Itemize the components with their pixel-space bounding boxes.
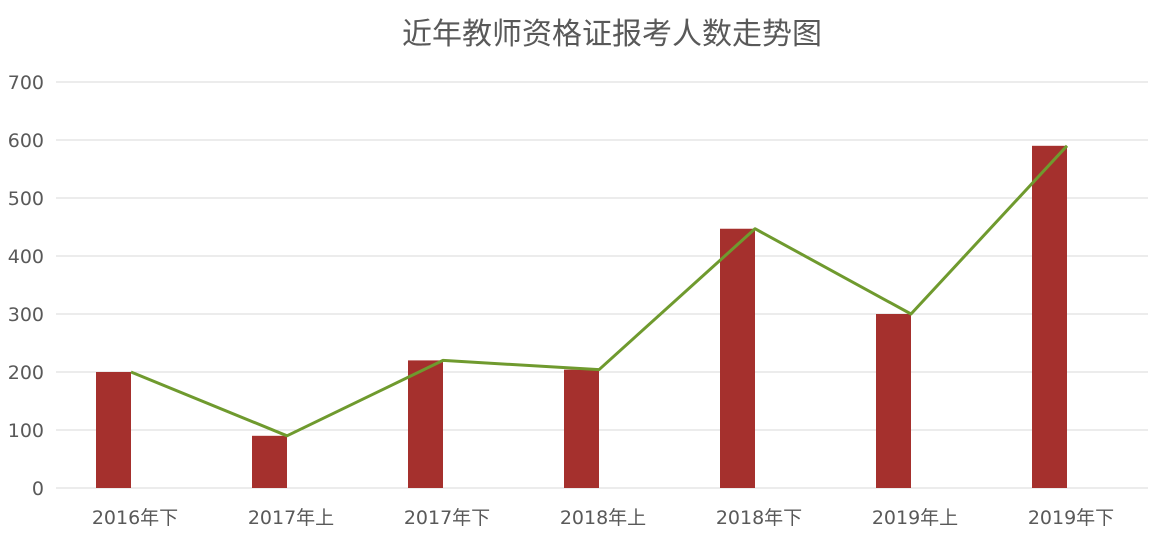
- y-tick-label: 500: [8, 188, 44, 210]
- bar: [1032, 145, 1067, 489]
- x-tick-label: 2019年下: [1028, 507, 1114, 529]
- y-axis-ticks: 0 100 200 300 400 500 600 700: [8, 72, 44, 500]
- chart-title: 近年教师资格证报考人数走势图: [402, 17, 822, 52]
- line-series: [130, 144, 1069, 438]
- bar: [876, 314, 911, 488]
- x-tick-label: 2018年下: [716, 507, 802, 529]
- bar: [720, 228, 755, 489]
- bar: [252, 435, 287, 488]
- y-tick-label: 600: [8, 130, 44, 152]
- y-tick-label: 300: [8, 304, 44, 326]
- bar: [96, 372, 131, 488]
- x-tick-label: 2018年上: [560, 507, 646, 529]
- x-tick-label: 2017年上: [248, 507, 334, 529]
- y-tick-label: 100: [8, 420, 44, 442]
- x-axis-ticks: 2016年下 2017年上 2017年下 2018年上 2018年下 2019年上 2019…: [92, 507, 1114, 529]
- x-tick-label: 2016年下: [92, 507, 178, 529]
- bar-series: [96, 145, 1067, 489]
- gridlines: [56, 81, 1148, 489]
- x-tick-label: 2019年上: [872, 507, 958, 529]
- y-tick-label: 400: [8, 246, 44, 268]
- x-tick-label: 2017年下: [404, 507, 490, 529]
- y-tick-label: 0: [32, 478, 44, 500]
- y-tick-label: 700: [8, 72, 44, 94]
- bar: [408, 360, 443, 488]
- y-tick-label: 200: [8, 362, 44, 384]
- bar: [564, 369, 599, 488]
